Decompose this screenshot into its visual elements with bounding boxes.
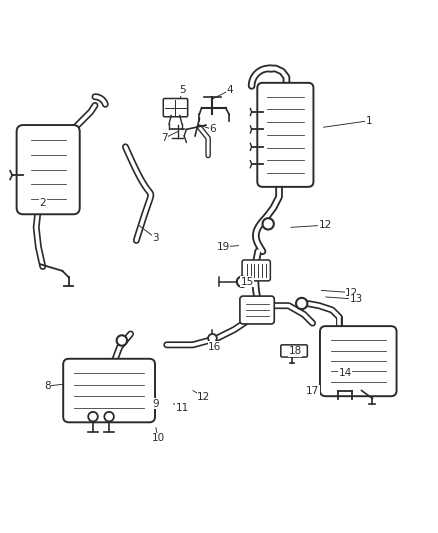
FancyBboxPatch shape — [17, 125, 80, 214]
Text: 16: 16 — [208, 342, 221, 352]
Circle shape — [117, 335, 127, 346]
Circle shape — [104, 412, 114, 422]
Text: 10: 10 — [152, 433, 165, 443]
Text: 12: 12 — [345, 288, 358, 297]
Text: 14: 14 — [339, 368, 352, 378]
FancyBboxPatch shape — [281, 345, 307, 357]
Text: 5: 5 — [179, 85, 185, 95]
Text: 12: 12 — [197, 392, 210, 402]
FancyBboxPatch shape — [63, 359, 155, 422]
Text: 7: 7 — [161, 133, 168, 143]
Text: 15: 15 — [240, 277, 254, 287]
Text: 6: 6 — [209, 124, 216, 134]
FancyBboxPatch shape — [242, 260, 270, 281]
Circle shape — [237, 277, 247, 287]
Text: 11: 11 — [175, 403, 189, 413]
Text: 13: 13 — [350, 294, 363, 304]
FancyBboxPatch shape — [163, 99, 187, 117]
FancyBboxPatch shape — [320, 326, 396, 396]
Text: 17: 17 — [306, 385, 319, 395]
Circle shape — [208, 334, 217, 343]
FancyBboxPatch shape — [257, 83, 314, 187]
Text: 4: 4 — [226, 85, 233, 95]
Text: 19: 19 — [217, 242, 230, 252]
Circle shape — [296, 298, 307, 309]
Text: 8: 8 — [44, 381, 50, 391]
Text: 18: 18 — [289, 346, 302, 357]
Text: 1: 1 — [366, 116, 372, 126]
Text: 2: 2 — [39, 198, 46, 208]
Text: 3: 3 — [152, 233, 159, 243]
Circle shape — [88, 412, 98, 422]
Circle shape — [262, 218, 274, 230]
Text: 9: 9 — [152, 399, 159, 409]
Text: 12: 12 — [319, 220, 332, 230]
FancyBboxPatch shape — [240, 296, 274, 324]
